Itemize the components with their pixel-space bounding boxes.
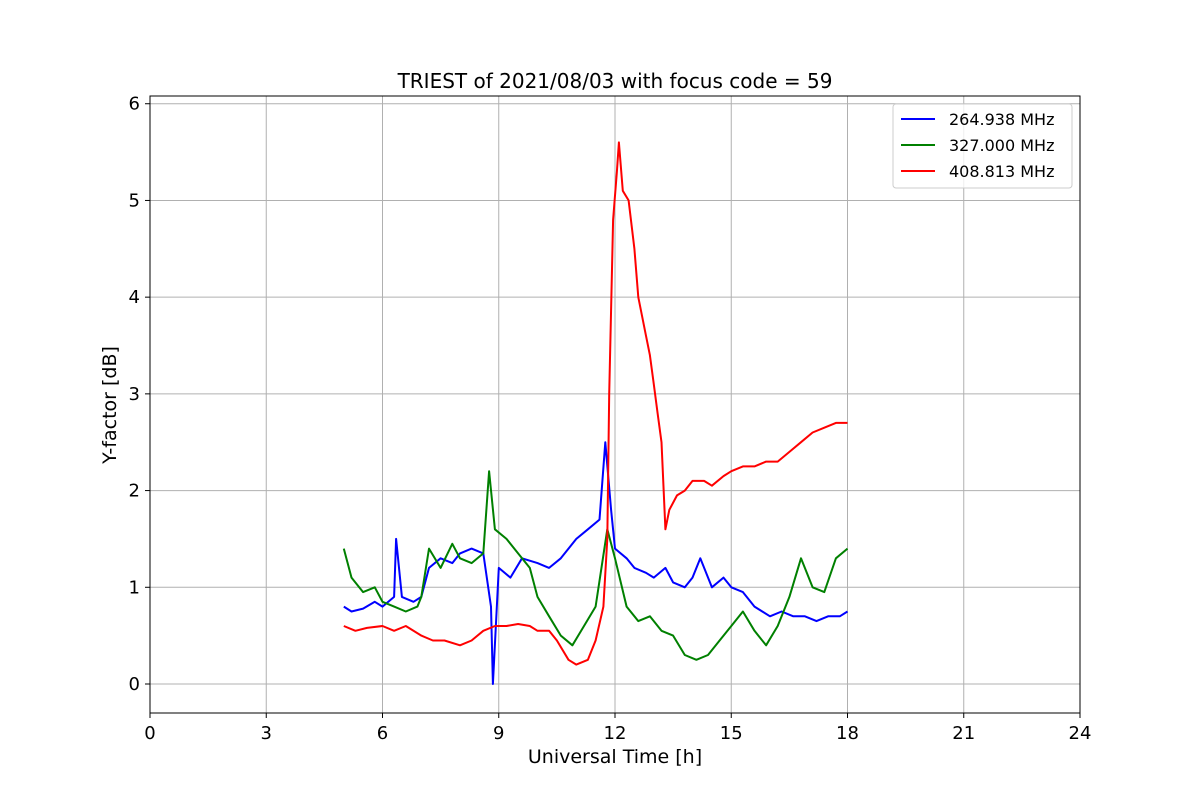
x-tick-label: 3 bbox=[261, 723, 272, 744]
y-tick-label: 5 bbox=[129, 190, 140, 211]
legend: 264.938 MHz 327.000 MHz 408.813 MHz bbox=[892, 103, 1073, 189]
y-tick-label: 2 bbox=[129, 481, 140, 502]
series-layer bbox=[342, 141, 849, 685]
legend-box bbox=[892, 103, 1073, 189]
x-axis-label: Universal Time [h] bbox=[528, 746, 702, 768]
grid bbox=[149, 96, 1081, 713]
x-tick-label: 18 bbox=[836, 723, 859, 744]
series-line-1 bbox=[343, 441, 849, 685]
y-tick-label: 1 bbox=[129, 577, 140, 598]
y-tick-label: 4 bbox=[129, 287, 140, 308]
series-line-3 bbox=[343, 141, 848, 666]
legend-entry: 408.813 MHz bbox=[949, 162, 1054, 181]
y-axis-label: Y-factor [dB] bbox=[99, 346, 121, 465]
series-line-2 bbox=[342, 470, 849, 661]
x-tick-label: 24 bbox=[1069, 723, 1092, 744]
legend-entry: 264.938 MHz bbox=[949, 110, 1054, 129]
legend-entry: 327.000 MHz bbox=[949, 136, 1054, 155]
x-tick-label: 9 bbox=[493, 723, 504, 744]
x-tick-label: 0 bbox=[144, 723, 155, 744]
y-tick-label: 3 bbox=[129, 384, 140, 405]
x-tick-label: 6 bbox=[377, 723, 388, 744]
x-axis: 0 3 6 9 12 15 18 21 24 bbox=[144, 713, 1091, 744]
y-axis: 0 1 2 3 4 5 6 bbox=[129, 94, 150, 695]
x-tick-label: 12 bbox=[604, 723, 627, 744]
x-tick-label: 15 bbox=[720, 723, 743, 744]
chart-title: TRIEST of 2021/08/03 with focus code = 5… bbox=[397, 69, 833, 93]
y-tick-label: 6 bbox=[129, 94, 140, 115]
x-tick-label: 21 bbox=[952, 723, 975, 744]
y-tick-label: 0 bbox=[129, 674, 140, 695]
